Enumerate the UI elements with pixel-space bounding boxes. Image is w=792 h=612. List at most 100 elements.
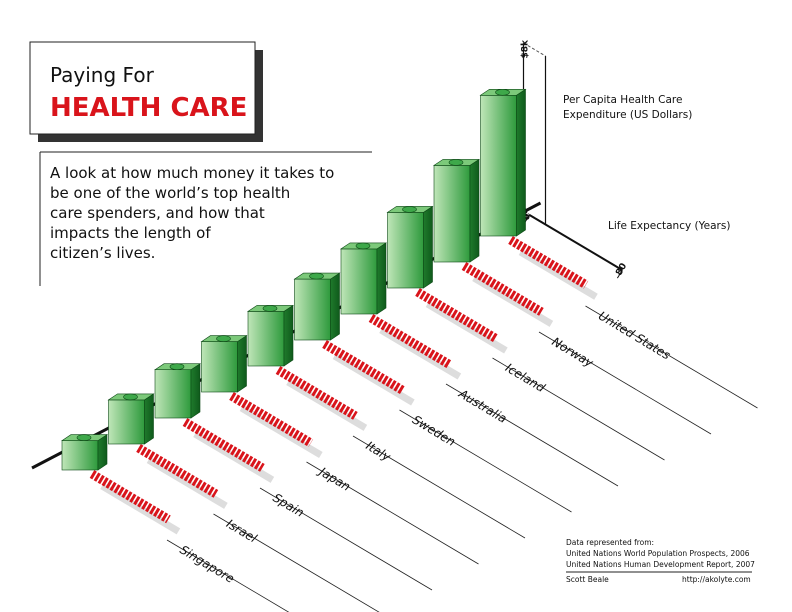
guide-line bbox=[259, 487, 433, 591]
guide-line bbox=[399, 409, 572, 513]
bar-side bbox=[469, 158, 480, 263]
bar bbox=[154, 363, 201, 419]
bar-front bbox=[387, 212, 424, 289]
description: A look at how much money it takes to be o… bbox=[50, 164, 334, 262]
title: Paying For bbox=[50, 63, 155, 87]
category-label: Israel bbox=[224, 517, 260, 546]
bar bbox=[479, 88, 527, 237]
life-shadow bbox=[518, 248, 598, 300]
bar bbox=[340, 242, 387, 315]
category-label: Japan bbox=[315, 464, 353, 494]
bar bbox=[61, 434, 108, 471]
bar bbox=[386, 205, 434, 289]
legend-label: Expenditure (US Dollars) bbox=[563, 109, 692, 121]
bar-front bbox=[340, 248, 378, 315]
category-label: Singapore bbox=[177, 543, 236, 586]
bar-side bbox=[283, 304, 294, 367]
bar-front bbox=[61, 440, 99, 471]
description-line: A look at how much money it takes to bbox=[50, 164, 334, 182]
bar-front bbox=[247, 311, 285, 367]
life-shadow bbox=[100, 482, 181, 535]
bar-side bbox=[330, 272, 340, 341]
life-row bbox=[229, 392, 314, 447]
y2-tick-label: 80 bbox=[614, 262, 629, 278]
category-label: Sweden bbox=[410, 413, 458, 449]
life-row bbox=[89, 470, 171, 524]
bar bbox=[247, 304, 294, 367]
coin-icon bbox=[402, 206, 417, 213]
bar-side bbox=[516, 88, 526, 237]
source: United Nations Human Development Report,… bbox=[566, 560, 755, 569]
category-label: Iceland bbox=[503, 361, 548, 396]
life-shadow bbox=[379, 326, 462, 380]
category-label: Norway bbox=[549, 335, 596, 371]
life-shadow bbox=[193, 430, 275, 483]
category-label: Australia bbox=[456, 386, 510, 426]
description-line: be one of the world’s top health bbox=[50, 184, 290, 202]
life-row bbox=[415, 288, 499, 343]
life-row bbox=[368, 314, 452, 369]
coin-icon bbox=[309, 272, 324, 280]
source-heading: Data represented from: bbox=[566, 538, 654, 547]
life-shadow bbox=[332, 352, 415, 406]
coin-icon bbox=[495, 89, 510, 96]
life-row bbox=[136, 444, 219, 498]
life-row bbox=[182, 418, 265, 472]
coin-icon bbox=[123, 393, 138, 401]
headline: HEALTH CARE bbox=[50, 93, 247, 123]
life-row bbox=[275, 366, 358, 420]
title-box bbox=[29, 41, 256, 135]
source: United Nations World Population Prospect… bbox=[566, 549, 750, 558]
category-label: Spain bbox=[270, 491, 306, 520]
bar bbox=[293, 272, 341, 341]
y-tick-label: $8k bbox=[521, 39, 531, 59]
bar bbox=[200, 335, 248, 393]
description-line: impacts the length of bbox=[50, 224, 211, 242]
life-shadow bbox=[286, 378, 368, 431]
bar bbox=[433, 158, 480, 263]
coin-icon bbox=[216, 335, 231, 342]
guide-line bbox=[352, 435, 526, 539]
coin-icon bbox=[448, 159, 464, 166]
life-row bbox=[508, 236, 589, 289]
guide-line bbox=[492, 357, 665, 461]
tick-mark bbox=[616, 269, 623, 279]
bar-front bbox=[154, 369, 192, 419]
bar-side bbox=[190, 363, 201, 419]
life-row bbox=[322, 340, 406, 395]
coin-icon bbox=[169, 363, 185, 371]
coin-icon bbox=[355, 242, 371, 250]
bar-front bbox=[201, 341, 238, 393]
y2-axis bbox=[528, 214, 623, 271]
category-label: United States bbox=[596, 309, 673, 363]
coin-icon bbox=[76, 434, 92, 441]
bar-side bbox=[237, 335, 247, 393]
description-line: citizen’s lives. bbox=[50, 244, 155, 262]
bar-side bbox=[376, 242, 387, 315]
description-line: care spenders, and how that bbox=[50, 204, 265, 222]
bar bbox=[107, 393, 155, 445]
y2-tick-label: 0 bbox=[521, 212, 533, 222]
bar-front bbox=[480, 95, 517, 237]
life-shadow bbox=[425, 300, 508, 354]
bar-side bbox=[144, 393, 154, 445]
author: Scott Beale bbox=[566, 575, 609, 584]
guide-line bbox=[306, 461, 479, 565]
bar-front bbox=[433, 165, 471, 263]
category-label: Italy bbox=[363, 439, 393, 465]
legend-label: Per Capita Health Care bbox=[563, 94, 682, 106]
bar-side bbox=[423, 205, 433, 289]
guide-line bbox=[445, 383, 619, 487]
bar-front bbox=[294, 278, 331, 341]
life-row bbox=[461, 262, 544, 316]
guide-line bbox=[538, 331, 712, 435]
url: http://akolyte.com bbox=[682, 575, 751, 584]
legend-label: Life Expectancy (Years) bbox=[608, 220, 730, 232]
life-shadow bbox=[472, 274, 554, 327]
guide-line bbox=[213, 513, 380, 612]
coin-icon bbox=[262, 305, 278, 312]
guide-line bbox=[585, 305, 758, 409]
life-shadow bbox=[239, 404, 323, 459]
guide-line bbox=[166, 539, 290, 612]
